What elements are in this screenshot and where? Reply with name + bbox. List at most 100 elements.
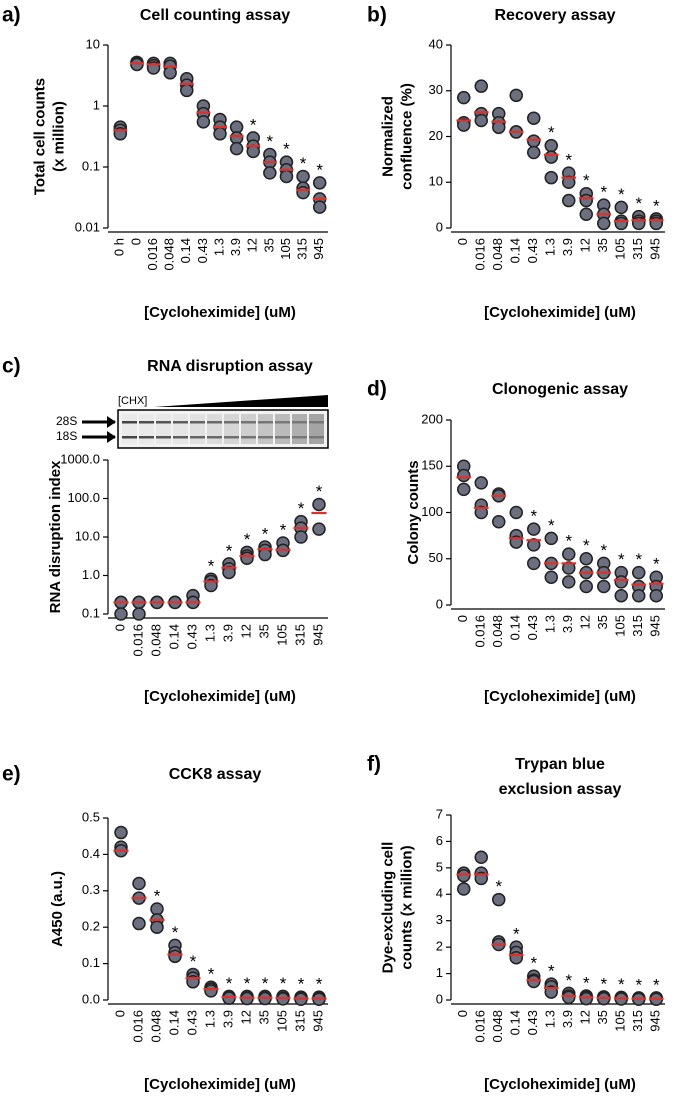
significance-marker: * xyxy=(635,975,642,994)
data-point xyxy=(509,88,523,103)
data-point xyxy=(263,166,277,180)
gel-band xyxy=(309,436,324,439)
y-tick-label: 1.0 xyxy=(82,567,100,582)
significance-marker: * xyxy=(530,954,537,973)
y-tick-label: 1 xyxy=(93,97,100,112)
y-tick-label: 0.5 xyxy=(82,809,100,824)
data-point xyxy=(527,522,541,536)
data-point xyxy=(150,920,164,934)
chart-title: Trypan blue xyxy=(515,756,605,773)
x-tick-label: 1.3 xyxy=(543,615,558,633)
gel-band xyxy=(139,436,154,439)
data-point xyxy=(632,565,646,580)
gel-band xyxy=(241,421,256,424)
data-point xyxy=(312,522,326,536)
data-point xyxy=(649,589,663,603)
x-tick-label: 0.43 xyxy=(184,624,199,649)
significance-marker: * xyxy=(583,171,590,190)
x-tick-label: 0.43 xyxy=(184,1010,199,1035)
x-tick-label: 0.048 xyxy=(148,624,163,657)
x-tick-label: 35 xyxy=(595,238,610,252)
gel-smear xyxy=(190,414,205,444)
x-tick-label: 0.14 xyxy=(166,624,181,649)
significance-marker: * xyxy=(244,974,251,993)
data-point xyxy=(114,607,128,621)
data-point xyxy=(204,984,218,998)
x-tick-label: 35 xyxy=(595,1010,610,1024)
x-tick-label: 0.14 xyxy=(508,238,523,263)
x-tick-label: 12 xyxy=(245,238,260,252)
x-tick-label: 0 xyxy=(455,1010,470,1017)
gel-band xyxy=(156,436,171,439)
gel-band xyxy=(190,436,205,439)
x-tick-label: 0.43 xyxy=(525,238,540,263)
data-point xyxy=(474,505,488,520)
x-tick-label: 12 xyxy=(578,615,593,629)
gel-smear xyxy=(173,414,188,444)
data-point xyxy=(492,892,506,907)
y-tick-label: 0.1 xyxy=(82,605,100,620)
chart-title: CCK8 assay xyxy=(169,766,262,783)
y-tick-label: 6 xyxy=(436,833,443,848)
significance-marker: * xyxy=(244,530,251,549)
x-tick-label: 0 xyxy=(128,238,143,245)
y-axis-label: RNA disruption index xyxy=(47,460,64,613)
x-axis-label: [Cycloheximide] (uM) xyxy=(144,688,296,705)
panel-letter: d) xyxy=(367,378,387,401)
y-axis-label: Colony counts xyxy=(405,460,422,564)
y-tick-label: 0.2 xyxy=(82,919,100,934)
data-point xyxy=(527,145,541,160)
data-point xyxy=(114,825,128,840)
significance-marker: * xyxy=(548,516,555,535)
significance-marker: * xyxy=(618,550,625,569)
data-point xyxy=(579,193,593,208)
y-axis-label: Dye-excluding cell xyxy=(379,842,396,974)
data-point xyxy=(614,200,628,215)
data-point xyxy=(168,949,182,964)
gel-band xyxy=(224,436,239,439)
gel-band xyxy=(122,436,137,439)
gel-band xyxy=(207,421,222,424)
gel-band xyxy=(173,421,188,424)
data-point xyxy=(527,538,541,552)
x-tick-label: 945 xyxy=(648,238,663,260)
x-tick-label: 315 xyxy=(630,238,645,260)
x-tick-label: 0.43 xyxy=(195,238,210,263)
y-tick-label: 100 xyxy=(421,504,443,519)
gel-smear xyxy=(258,414,273,444)
y-axis-label: Normalized xyxy=(379,96,396,177)
y-tick-label: 5 xyxy=(436,859,443,874)
y-tick-label: 0.1 xyxy=(82,158,100,173)
x-tick-label: 3.9 xyxy=(560,1010,575,1028)
x-tick-label: 12 xyxy=(238,1010,253,1024)
significance-marker: * xyxy=(280,974,287,993)
gel-band xyxy=(275,436,290,439)
data-point xyxy=(312,200,327,214)
significance-marker: * xyxy=(208,965,215,984)
x-tick-label: 105 xyxy=(613,615,628,637)
arrow-head xyxy=(107,416,116,428)
data-point xyxy=(294,530,308,544)
panel-letter: b) xyxy=(367,4,387,27)
arrow-head xyxy=(107,431,116,443)
significance-marker: * xyxy=(513,925,520,944)
significance-marker: * xyxy=(565,971,572,990)
data-point xyxy=(163,66,177,80)
gel-smear xyxy=(241,414,256,444)
gel-band xyxy=(207,436,222,439)
x-tick-label: 0.016 xyxy=(130,1010,145,1043)
data-point xyxy=(562,990,576,1005)
x-tick-label: 315 xyxy=(630,1010,645,1032)
y-tick-label: 3 xyxy=(436,912,443,927)
y-tick-label: 7 xyxy=(436,806,443,821)
gel-label: [CHX] xyxy=(118,395,147,407)
y-tick-label: 0 xyxy=(436,219,443,234)
data-point xyxy=(312,176,327,190)
y-tick-label: 100.0 xyxy=(67,490,100,505)
data-point xyxy=(296,185,310,200)
y-tick-label: 0.0 xyxy=(82,991,100,1006)
y-tick-label: 4 xyxy=(436,886,443,901)
significance-marker: * xyxy=(298,499,305,518)
x-tick-label: 3.9 xyxy=(220,624,235,642)
data-point xyxy=(544,531,558,546)
